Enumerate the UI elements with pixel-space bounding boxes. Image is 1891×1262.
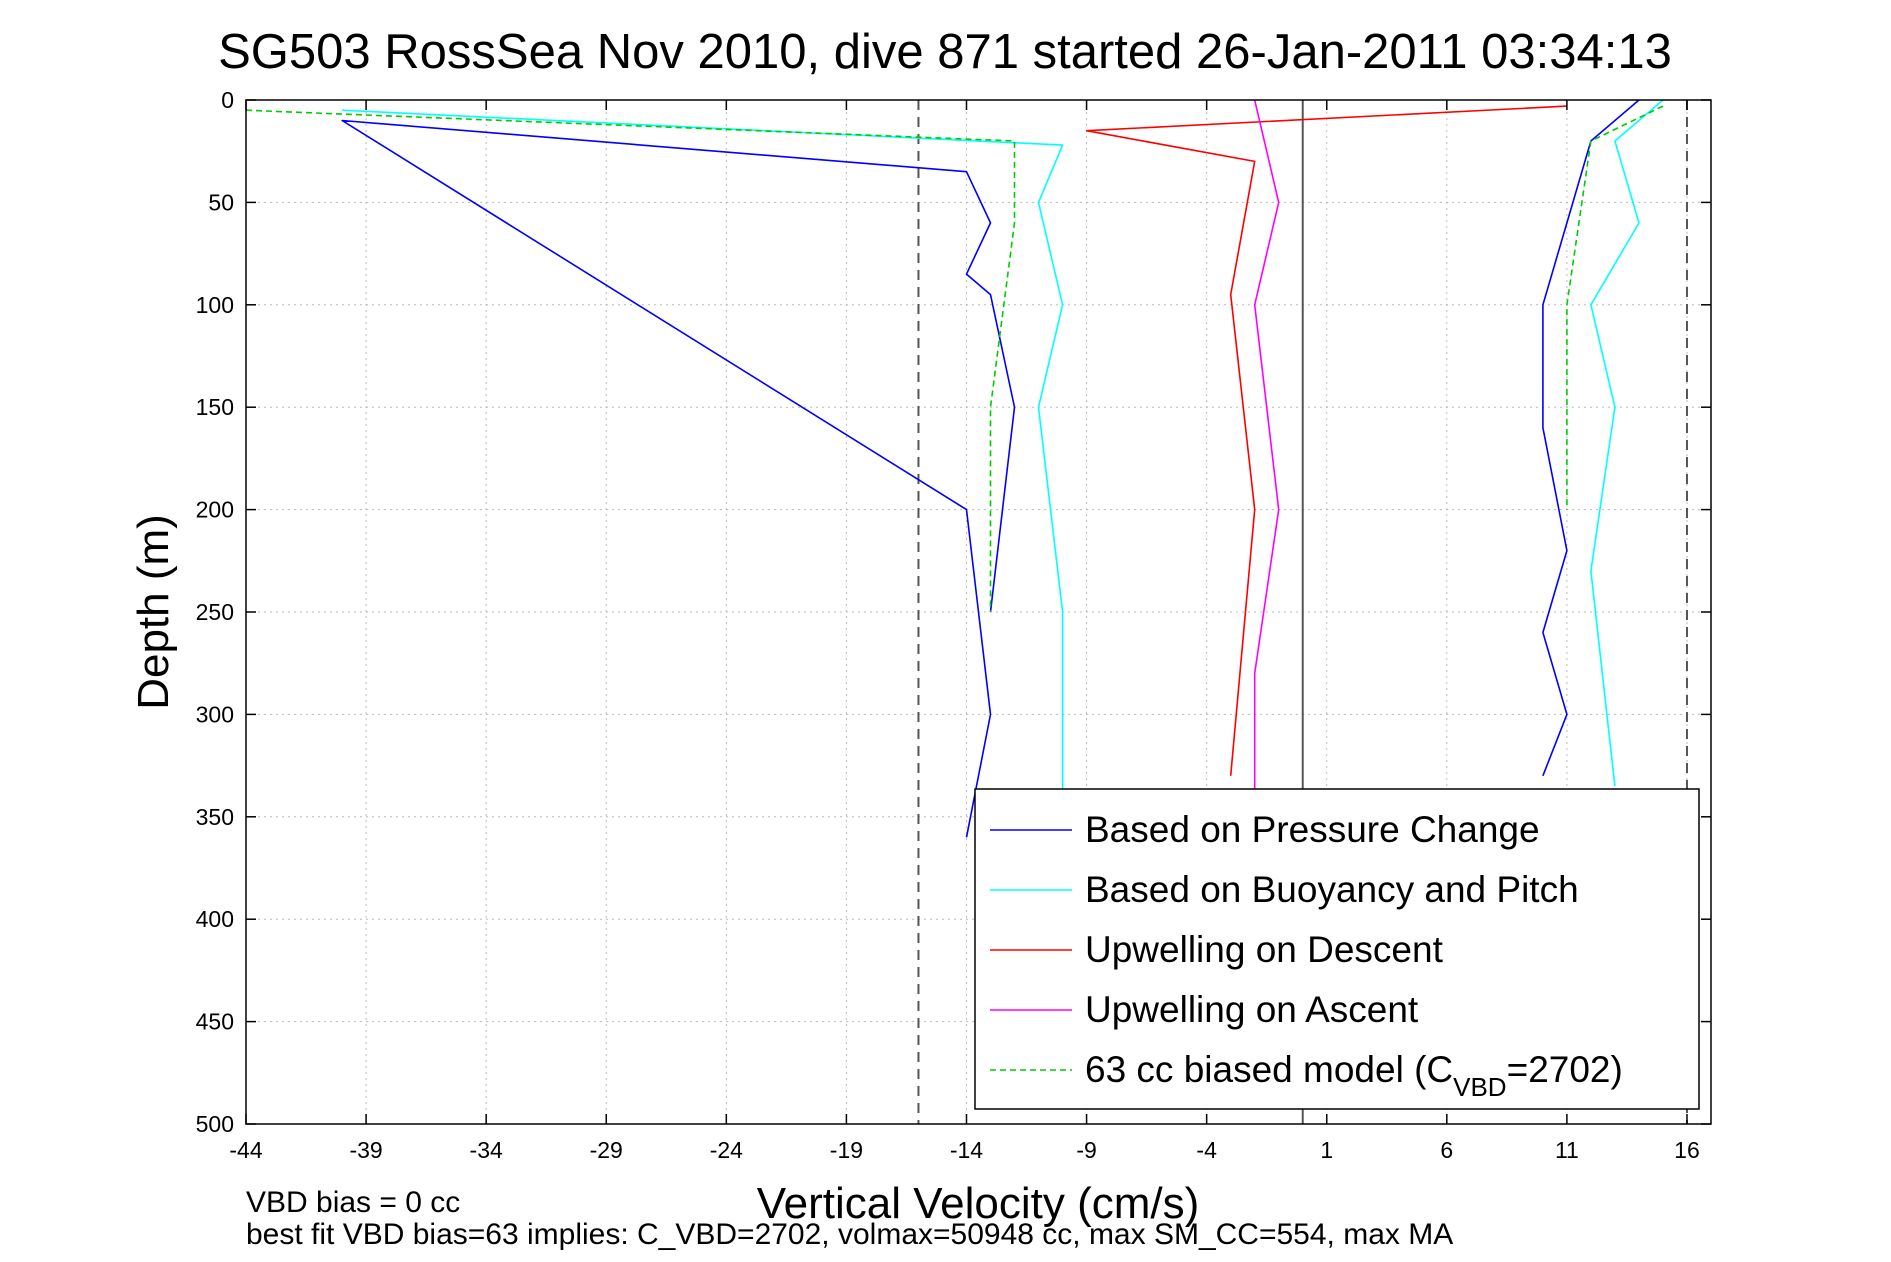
- x-tick-label: -29: [590, 1137, 623, 1163]
- y-tick-label: 450: [196, 1009, 234, 1035]
- series-line-3: [1253, 99, 1280, 817]
- y-tick-label: 150: [196, 394, 234, 420]
- x-ticks: -44 -39 -34 -29 -24 -19 -14 -9 -4 1 6 11 16: [229, 100, 1700, 1163]
- legend-label: Based on Buoyancy and Pitch: [1085, 869, 1579, 910]
- series-line-0: [1542, 99, 1640, 777]
- x-tick-label: -4: [1196, 1137, 1217, 1163]
- x-tick-label: -39: [349, 1137, 382, 1163]
- x-tick-label: 6: [1440, 1137, 1453, 1163]
- annotation-best-fit: best fit VBD bias=63 implies: C_VBD=2702…: [246, 1218, 1453, 1251]
- legend-box: [974, 788, 1700, 1110]
- x-tick-label: -44: [229, 1137, 262, 1163]
- y-tick-label: 100: [196, 292, 234, 318]
- x-tick-label: -19: [830, 1137, 863, 1163]
- legend-label: Upwelling on Descent: [1085, 929, 1444, 970]
- x-tick-label: 16: [1674, 1137, 1700, 1163]
- series-line-2: [1085, 105, 1567, 776]
- y-tick-label: 250: [196, 599, 234, 625]
- legend-label-suffix: =2702): [1507, 1049, 1623, 1090]
- chart-title: SG503 RossSea Nov 2010, dive 871 started…: [218, 25, 1672, 79]
- y-tick-label: 400: [196, 906, 234, 932]
- x-tick-label: -14: [950, 1137, 983, 1163]
- series-line-0: [341, 119, 1016, 838]
- series-line-1: [1590, 99, 1664, 787]
- legend-label-main: 63 cc biased model (C: [1085, 1049, 1453, 1090]
- x-tick-label: -9: [1076, 1137, 1096, 1163]
- legend-label: Based on Pressure Change: [1085, 809, 1540, 850]
- annotation-vbd-bias: VBD bias = 0 cc: [246, 1186, 460, 1219]
- x-axis-label: Vertical Velocity (cm/s): [757, 1179, 1200, 1228]
- legend: Based on Pressure Change Based on Buoyanc…: [974, 788, 1700, 1110]
- series-group: [245, 99, 1664, 838]
- y-tick-label: 200: [196, 497, 234, 523]
- x-tick-label: 1: [1320, 1137, 1333, 1163]
- series-line-4: [1566, 105, 1664, 510]
- y-tick-label: 300: [196, 701, 234, 727]
- legend-label-subscript: VBD: [1453, 1072, 1506, 1102]
- x-tick-label: 11: [1555, 1137, 1579, 1163]
- y-tick-label: 500: [196, 1111, 234, 1137]
- legend-label: Upwelling on Ascent: [1085, 989, 1419, 1030]
- x-tick-label: -34: [470, 1137, 503, 1163]
- x-tick-label: -24: [710, 1137, 743, 1163]
- y-ticks: 0 50 100 150 200 250 300 350 400 450 500: [196, 87, 1711, 1137]
- y-tick-label: 50: [208, 189, 234, 215]
- legend-label: 63 cc biased model (CVBD=2702): [1085, 1049, 1623, 1102]
- y-tick-label: 0: [221, 87, 234, 113]
- series-line-1: [342, 109, 1064, 797]
- y-tick-label: 350: [196, 804, 234, 830]
- y-axis-label: Depth (m): [129, 514, 178, 710]
- series-line-4: [245, 109, 1016, 612]
